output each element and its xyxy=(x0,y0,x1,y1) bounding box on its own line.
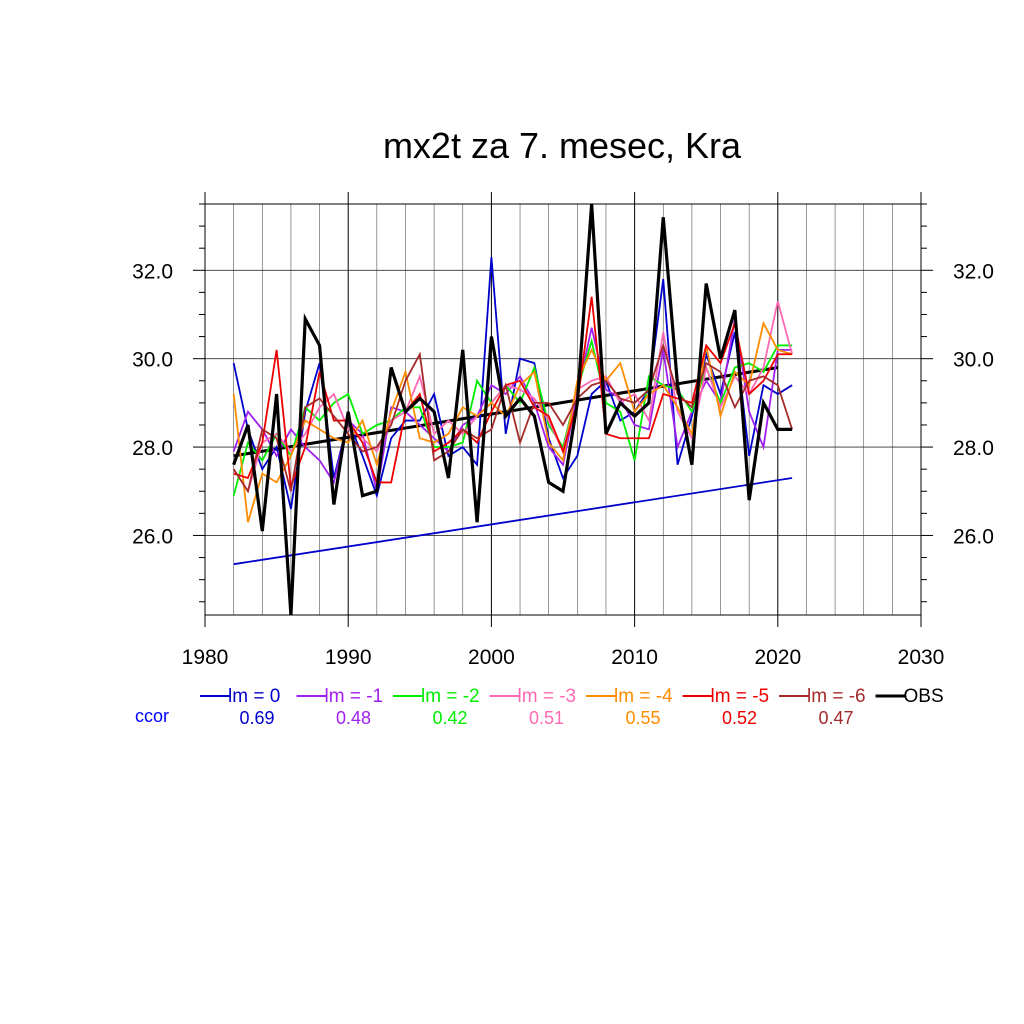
ccor-value: 0.55 xyxy=(625,708,660,728)
legend-label: lm = -1 xyxy=(325,686,384,707)
x-tick-label: 2010 xyxy=(611,646,658,669)
legend-label: lm = -3 xyxy=(518,686,577,707)
ccor-value: 0.69 xyxy=(239,708,274,728)
legend-label: lm = -6 xyxy=(807,686,866,707)
plot-frame xyxy=(204,203,922,616)
y-tick-label-right: 32.0 xyxy=(953,260,994,283)
x-tick-label: 2000 xyxy=(468,646,515,669)
y-tick-label-left: 28.0 xyxy=(132,437,173,460)
y-tick-label-right: 26.0 xyxy=(953,525,994,548)
legend-label: lm = -4 xyxy=(614,686,673,707)
x-tick-label: 2020 xyxy=(754,646,801,669)
ccor-label: ccor xyxy=(135,706,169,726)
ccor-value: 0.47 xyxy=(818,708,853,728)
chart-title: mx2t za 7. mesec, Kra xyxy=(383,125,742,166)
legend-label: lm = -2 xyxy=(421,686,480,707)
series-line-lm-1 xyxy=(232,318,793,492)
x-tick-label: 1980 xyxy=(182,646,229,669)
ccor-value: 0.51 xyxy=(529,708,564,728)
y-tick-label-left: 32.0 xyxy=(132,260,173,283)
trend-line xyxy=(233,477,793,566)
legend-label: lm = 0 xyxy=(228,686,280,707)
x-tick-label: 1990 xyxy=(325,646,372,669)
ticks: 1980 1990 2000 2010 2020 2030 26.0 26.0 28.0 28.0… xyxy=(132,192,994,669)
ccor-value: 0.48 xyxy=(336,708,371,728)
y-tick-label-left: 30.0 xyxy=(132,349,173,372)
x-tick-label: 2030 xyxy=(898,646,945,669)
series-line-obs xyxy=(232,203,793,616)
y-tick-label-right: 28.0 xyxy=(953,437,994,460)
series-line-lm-3 xyxy=(232,300,793,494)
series-lines xyxy=(232,203,793,616)
series-line-lm-4 xyxy=(232,320,793,523)
ccor-value: 0.42 xyxy=(432,708,467,728)
legend-label: OBS xyxy=(904,686,944,707)
y-tick-label-right: 30.0 xyxy=(953,349,994,372)
legend-label: lm = -5 xyxy=(711,686,770,707)
y-tick-label-left: 26.0 xyxy=(132,525,173,548)
ccor-value: 0.52 xyxy=(722,708,757,728)
